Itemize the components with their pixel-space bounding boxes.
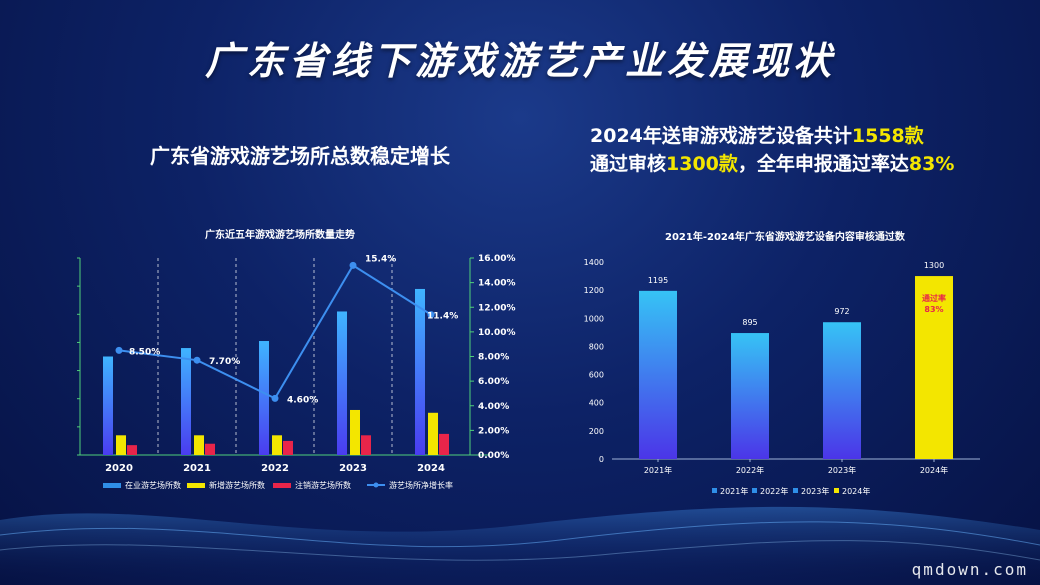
- right-chart-x-tick-label: 2023年: [828, 465, 856, 475]
- right-chart-value-label: 1300: [924, 261, 944, 270]
- left-chart-y2-tick-label: 2.00%: [478, 426, 509, 436]
- left-chart-bar: [205, 443, 215, 455]
- watermark: qmdown.com: [911, 560, 1028, 579]
- right-chart-y-tick-label: 400: [589, 399, 604, 408]
- left-chart-title: 广东近五年游戏游艺场所数量走势: [205, 230, 355, 241]
- left-chart-legend-marker: [373, 482, 379, 488]
- right-chart-legend-label: 2022年: [760, 486, 788, 496]
- right-chart-annotation-line2: 83%: [924, 305, 943, 314]
- left-chart-y2-tick-label: 4.00%: [478, 402, 509, 412]
- left-chart-bar: [361, 435, 371, 455]
- right-heading-line2: 通过审核1300款，全年申报通过率达83%: [590, 150, 970, 178]
- right-chart-y-tick-label: 600: [589, 371, 604, 380]
- left-chart-legend-label: 注销游艺场所数: [295, 480, 351, 490]
- left-chart-line-label: 15.4%: [365, 254, 396, 264]
- right-chart-bar: [915, 276, 953, 459]
- left-chart-y2-tick-label: 12.00%: [478, 303, 516, 313]
- right-chart-legend-label: 2021年: [720, 486, 748, 496]
- left-chart-legend-swatch: [103, 483, 121, 488]
- left-chart-legend-label: 游艺场所净增长率: [389, 480, 453, 490]
- left-chart-x-tick-label: 2024: [417, 463, 445, 474]
- left-chart-legend-label: 在业游艺场所数: [125, 480, 181, 490]
- left-chart-legend-label: 新增游艺场所数: [209, 480, 265, 490]
- left-chart-bar: [337, 311, 347, 455]
- left-chart-line-point: [193, 356, 201, 364]
- submitted-count: 1558款: [851, 125, 924, 147]
- left-chart-line-label: 11.4%: [427, 312, 458, 322]
- right-chart-y-tick-label: 200: [589, 427, 604, 436]
- left-chart-line-label: 7.70%: [209, 357, 240, 367]
- right-chart-value-label: 972: [834, 307, 849, 316]
- decorative-wave: [0, 506, 1040, 585]
- right-chart-x-tick-label: 2024年: [920, 465, 948, 475]
- left-chart-y2-tick-label: 14.00%: [478, 279, 516, 289]
- approved-count: 1300款: [666, 153, 738, 175]
- left-chart-y2-tick-label: 0.00%: [478, 451, 509, 461]
- right-chart-legend-label: 2023年: [801, 486, 829, 496]
- left-chart-y2-tick-label: 6.00%: [478, 377, 509, 387]
- right-chart-legend-swatch: [834, 488, 839, 493]
- left-chart-bar: [439, 433, 449, 455]
- right-chart-y-tick-label: 0: [599, 455, 604, 464]
- left-chart-bar: [116, 435, 126, 455]
- right-chart-y-tick-label: 1200: [584, 286, 604, 295]
- left-chart-y2-tick-label: 10.00%: [478, 328, 516, 338]
- right-chart-y-tick-label: 1000: [584, 314, 604, 323]
- left-chart-line-point: [427, 311, 435, 319]
- right-chart-y-tick-label: 800: [589, 342, 604, 351]
- left-chart-bar: [127, 445, 137, 455]
- right-chart-legend-swatch: [712, 488, 717, 493]
- left-chart-bar: [259, 341, 269, 455]
- right-chart-bar: [639, 290, 677, 459]
- right-chart-legend-label: 2024年: [842, 486, 870, 496]
- right-chart-y-tick-label: 1400: [584, 258, 604, 267]
- left-chart-bar: [103, 356, 113, 455]
- right-chart-annotation-line1: 通过率: [922, 293, 946, 303]
- left-chart-y2-tick-label: 16.00%: [478, 254, 516, 264]
- approval-rate: 83%: [908, 153, 955, 175]
- right-heading-line2-text-c: ，全年申报通过率达: [737, 153, 909, 175]
- left-chart-bar: [272, 435, 282, 455]
- right-chart-legend-swatch: [752, 488, 757, 493]
- left-chart-line-label: 4.60%: [287, 395, 318, 405]
- right-chart-bar: [731, 333, 769, 459]
- left-chart-legend-swatch: [273, 483, 291, 488]
- right-chart-value-label: 895: [742, 318, 757, 327]
- left-chart-line-point: [115, 346, 123, 354]
- left-chart-line-point: [271, 394, 279, 402]
- right-heading-line1-text: 2024年送审游戏游艺设备共计: [590, 125, 852, 147]
- left-chart-legend-swatch: [187, 483, 205, 488]
- right-chart-x-tick-label: 2022年: [736, 465, 764, 475]
- left-chart-y2-tick-label: 8.00%: [478, 353, 509, 363]
- page-title: 广东省线下游戏游艺产业发展现状: [204, 39, 835, 83]
- right-chart-value-label: 1195: [648, 276, 668, 285]
- left-chart-bar: [181, 348, 191, 455]
- left-chart-x-tick-label: 2020: [105, 463, 133, 474]
- left-chart-bar: [415, 288, 425, 455]
- left-chart-bar: [428, 412, 438, 455]
- right-heading-line2-text-a: 通过审核: [590, 153, 667, 175]
- right-chart-bar: [823, 322, 861, 459]
- left-chart-x-tick-label: 2021: [183, 463, 211, 474]
- right-section-heading: 2024年送审游戏游艺设备共计1558款 通过审核1300款，全年申报通过率达8…: [590, 122, 970, 178]
- right-heading-line1: 2024年送审游戏游艺设备共计1558款: [590, 122, 970, 150]
- left-chart-bar: [350, 409, 360, 455]
- right-chart-legend-swatch: [793, 488, 798, 493]
- left-chart-bar: [283, 440, 293, 455]
- left-chart-bar: [194, 435, 204, 455]
- right-chart-x-tick-label: 2021年: [644, 465, 672, 475]
- left-chart-line-point: [349, 261, 357, 269]
- left-section-heading: 广东省游戏游艺场所总数稳定增长: [150, 144, 450, 168]
- left-chart-x-tick-label: 2022: [261, 463, 289, 474]
- left-chart-line-label: 8.50%: [129, 347, 160, 357]
- right-chart-title: 2021年-2024年广东省游戏游艺设备内容审核通过数: [665, 232, 905, 243]
- left-chart-x-tick-label: 2023: [339, 463, 367, 474]
